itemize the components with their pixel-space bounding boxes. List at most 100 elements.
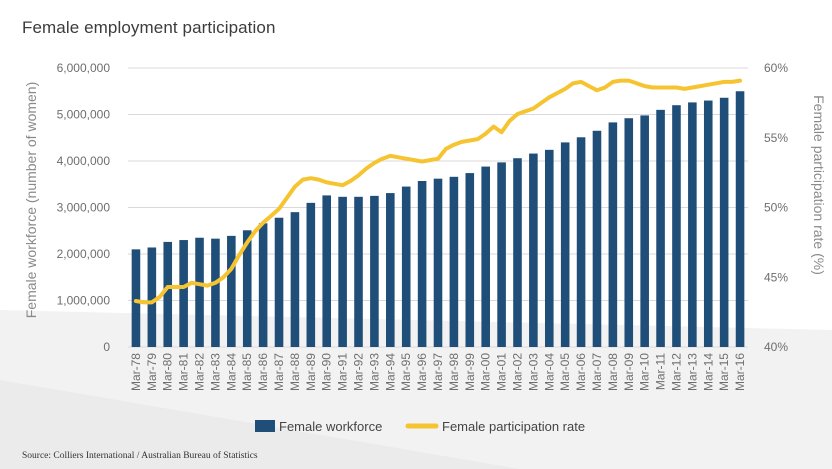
x-tick-label: Mar-15 <box>717 353 731 391</box>
x-tick-label: Mar-08 <box>606 353 620 391</box>
bar-female-workforce <box>465 173 475 347</box>
x-tick-label: Mar-94 <box>383 353 397 391</box>
bar-female-workforce <box>179 240 188 347</box>
x-tick-label: Mar-78 <box>129 353 143 391</box>
bar-female-workforce <box>258 223 268 347</box>
y-left-tick-label: 5,000,000 <box>57 108 111 122</box>
bar-female-workforce <box>529 153 538 347</box>
x-tick-label: Mar-87 <box>272 353 286 391</box>
y-axis-right-title: Female participation rate (%) <box>811 95 827 275</box>
y-left-tick-label: 4,000,000 <box>57 154 111 168</box>
bar-female-workforce <box>163 241 173 347</box>
x-tick-label: Mar-06 <box>574 353 588 391</box>
x-tick-label: Mar-90 <box>320 353 334 391</box>
y-right-tick-label: 60% <box>764 61 788 75</box>
bar-female-workforce <box>624 118 634 347</box>
x-tick-label: Mar-01 <box>495 353 509 391</box>
x-tick-label: Mar-04 <box>542 353 556 391</box>
bar-female-workforce <box>147 247 157 347</box>
bar-female-workforce <box>401 186 411 347</box>
x-tick-label: Mar-89 <box>304 353 318 391</box>
x-tick-label: Mar-88 <box>288 353 302 391</box>
x-tick-label: Mar-07 <box>590 353 604 391</box>
x-tick-label: Mar-98 <box>447 353 461 391</box>
y-right-tick-label: 50% <box>764 201 788 215</box>
y-axis-left-title: Female workforce (number of women) <box>23 82 39 319</box>
bar-female-workforce <box>560 142 570 347</box>
bar-female-workforce <box>322 195 332 347</box>
y-right-tick-label: 55% <box>764 131 788 145</box>
bar-female-workforce <box>386 193 395 347</box>
bar-female-workforce <box>735 91 745 347</box>
x-tick-label: Mar-10 <box>638 353 652 391</box>
bar-female-workforce <box>354 196 363 347</box>
y-left-tick-label: 3,000,000 <box>57 201 111 215</box>
y-right-tick-label: 45% <box>764 270 788 284</box>
x-tick-label: Mar-97 <box>431 353 445 391</box>
x-tick-label: Mar-79 <box>145 353 159 391</box>
x-tick-label: Mar-02 <box>510 353 524 391</box>
x-tick-label: Mar-96 <box>415 353 429 391</box>
bar-female-workforce <box>576 137 586 347</box>
bar-female-workforce <box>481 166 490 347</box>
legend-swatch-female-workforce <box>255 420 275 432</box>
y-left-tick-label: 0 <box>103 340 110 354</box>
bar-series <box>131 91 745 348</box>
x-tick-label: Mar-91 <box>336 353 350 391</box>
y-left-tick-label: 6,000,000 <box>57 61 111 75</box>
x-tick-label: Mar-83 <box>208 353 222 391</box>
x-tick-label: Mar-81 <box>177 353 191 391</box>
line-series <box>133 78 743 305</box>
axes: 0 1,000,000 2,000,000 3,000,000 4,000,000 5,0… <box>57 61 789 391</box>
bar-female-workforce <box>417 180 427 347</box>
bar-female-workforce <box>370 195 379 347</box>
x-tick-label: Mar-16 <box>733 353 747 391</box>
bar-female-workforce <box>195 237 204 347</box>
legend: Female workforce Female participation ra… <box>255 419 585 434</box>
y-left-tick-label: 2,000,000 <box>57 247 111 261</box>
y-right-tick-label: 40% <box>764 340 788 354</box>
bar-female-workforce <box>227 235 236 347</box>
x-tick-label: Mar-14 <box>701 353 715 391</box>
bar-female-workforce <box>306 202 316 347</box>
x-tick-label: Mar-12 <box>669 353 683 391</box>
x-tick-label: Mar-11 <box>654 353 668 390</box>
x-tick-label: Mar-80 <box>161 353 175 391</box>
x-tick-label: Mar-92 <box>352 353 366 391</box>
x-tick-label: Mar-09 <box>622 353 636 391</box>
bar-female-workforce <box>449 176 459 347</box>
x-tick-label: Mar-85 <box>240 353 254 391</box>
x-tick-label: Mar-00 <box>479 353 493 391</box>
source-note: Source: Colliers International / Austral… <box>22 451 258 461</box>
x-tick-label: Mar-05 <box>558 353 572 391</box>
x-tick-label: Mar-03 <box>526 353 540 391</box>
line-female-participation-rate <box>133 78 743 305</box>
legend-label-female-participation-rate: Female participation rate <box>442 419 585 434</box>
bar-female-workforce <box>592 130 602 347</box>
bar-female-workforce <box>719 97 729 347</box>
bar-female-workforce <box>688 102 697 347</box>
x-tick-label: Mar-82 <box>193 353 207 391</box>
x-tick-label: Mar-99 <box>463 353 477 391</box>
bar-female-workforce <box>544 149 554 347</box>
x-tick-label: Mar-86 <box>256 353 270 391</box>
legend-label-female-workforce: Female workforce <box>279 419 382 434</box>
bar-female-workforce <box>513 158 522 347</box>
bar-female-workforce <box>131 249 141 347</box>
bar-female-workforce <box>274 217 284 347</box>
bar-female-workforce <box>640 115 649 348</box>
bar-female-workforce <box>338 196 347 347</box>
bar-female-workforce <box>608 122 618 347</box>
bar-female-workforce <box>703 100 713 347</box>
bar-female-workforce <box>672 105 681 347</box>
x-tick-label: Mar-84 <box>224 353 238 391</box>
y-left-tick-label: 1,000,000 <box>57 294 111 308</box>
bar-female-workforce <box>433 178 443 347</box>
bar-female-workforce <box>497 162 506 347</box>
bar-female-workforce <box>290 212 300 347</box>
x-tick-label: Mar-95 <box>399 353 413 391</box>
bar-female-workforce <box>242 230 252 347</box>
bar-female-workforce <box>656 109 665 347</box>
x-tick-label: Mar-13 <box>685 353 699 391</box>
